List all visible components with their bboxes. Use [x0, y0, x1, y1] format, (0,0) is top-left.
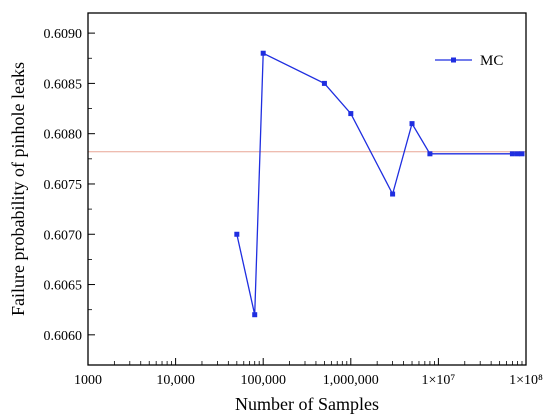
- x-tick-label: 1×10⁷: [422, 373, 456, 388]
- x-tick-label: 1×10⁸: [509, 373, 543, 388]
- y-tick-labels: 0.6060 0.6065 0.6070 0.6075 0.6080 0.6085 0.60…: [44, 27, 83, 344]
- y-minor-ticks: [88, 57, 92, 311]
- y-major-ticks: [88, 32, 95, 336]
- y-tick-label: 0.6090: [44, 27, 83, 42]
- data-point: [427, 151, 433, 157]
- y-axis-title: Failure probability of pinhole leaks: [8, 62, 28, 316]
- y-tick-label: 0.6065: [44, 279, 83, 294]
- data-point: [409, 121, 415, 127]
- data-point: [509, 151, 515, 157]
- y-tick-label: 0.6085: [44, 77, 83, 92]
- x-tick-label: 1,000,000: [323, 373, 379, 388]
- data-point: [252, 312, 258, 318]
- x-tick-label: 100,000: [240, 373, 286, 388]
- data-point: [515, 151, 521, 157]
- x-minor-ticks: [113, 361, 523, 365]
- x-tick-label: 1000: [74, 373, 102, 388]
- x-axis-title: Number of Samples: [235, 394, 379, 414]
- series-markers-mc: [234, 50, 525, 318]
- y-tick-label: 0.6070: [44, 228, 83, 243]
- y-tick-label: 0.6080: [44, 128, 83, 143]
- x-tick-labels: 1000 10,000 100,000 1,000,000 1×10⁷ 1×10⁸: [74, 373, 543, 388]
- legend-label-mc: MC: [480, 53, 503, 69]
- y-tick-label: 0.6060: [44, 329, 83, 344]
- data-point: [390, 191, 396, 197]
- data-point: [348, 111, 354, 117]
- legend: MC: [435, 53, 503, 69]
- y-tick-label: 0.6075: [44, 178, 83, 193]
- legend-marker-mc: [451, 57, 456, 63]
- data-point: [321, 80, 327, 86]
- x-tick-label: 10,000: [156, 373, 195, 388]
- data-point: [260, 50, 266, 56]
- data-point: [234, 231, 240, 237]
- data-point: [519, 151, 525, 157]
- plot-frame: [87, 12, 527, 366]
